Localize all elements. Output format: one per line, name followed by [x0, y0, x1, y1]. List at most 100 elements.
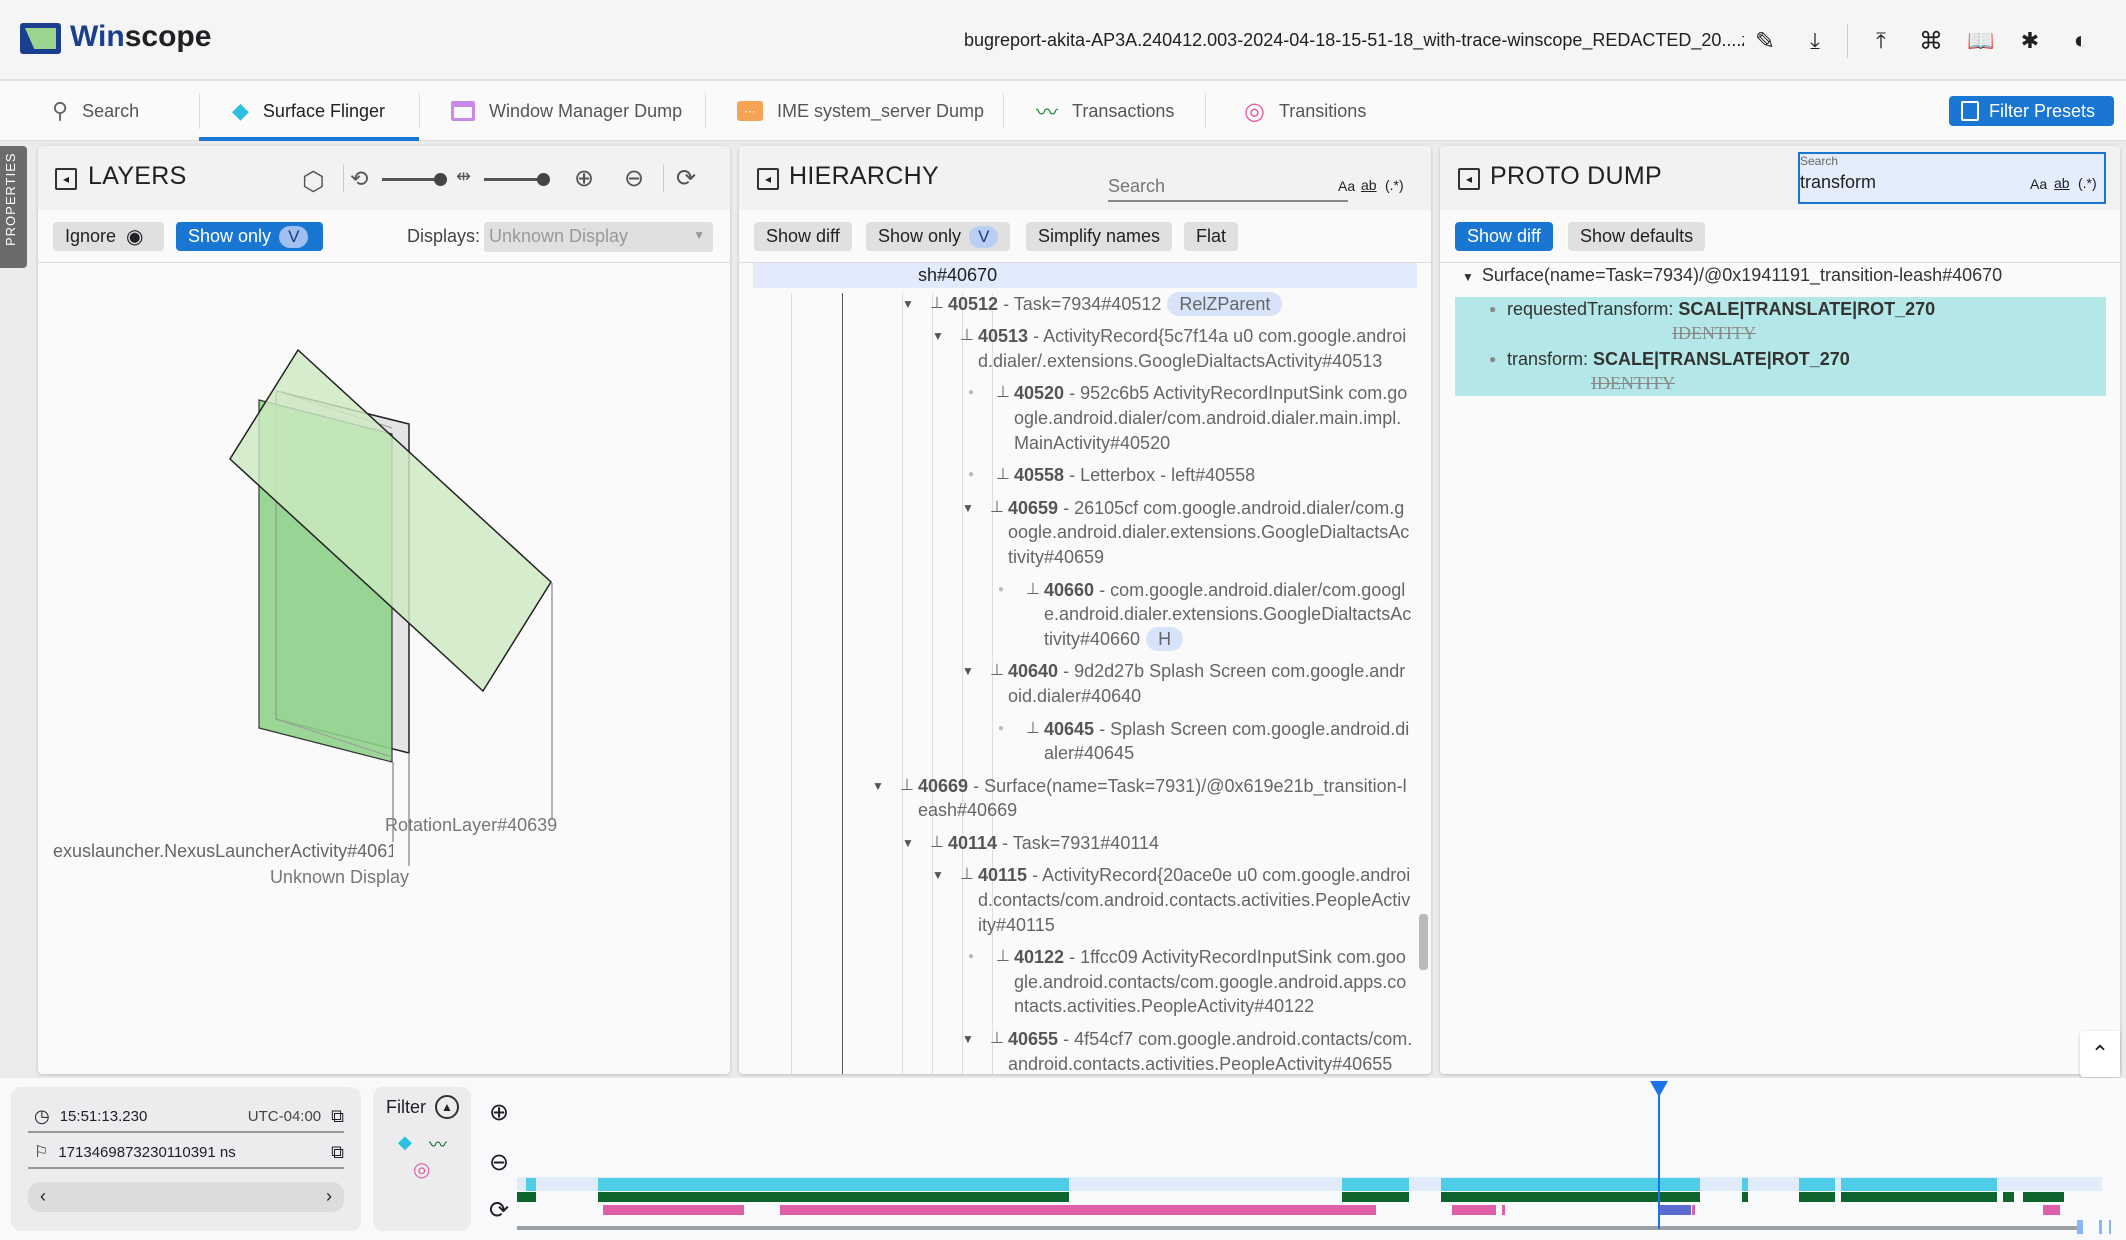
- pin-icon[interactable]: ⊥: [990, 498, 1004, 516]
- tree-node[interactable]: ● ⊥ 40660 - com.google.android.dialer/com.…: [998, 579, 1412, 651]
- properties-side-tab[interactable]: PROPERTIES: [0, 146, 27, 268]
- selected-transition-entry[interactable]: [1659, 1204, 1691, 1215]
- tab-transitions[interactable]: ◎ Transitions: [1244, 81, 1366, 141]
- scrollbar-handle[interactable]: [2099, 1220, 2102, 1234]
- transaction-entry[interactable]: [516, 1191, 536, 1203]
- display-select[interactable]: Unknown Display ▼: [484, 222, 713, 252]
- tree-node[interactable]: ● ⊥ 40558 - Letterbox - left#40558: [968, 463, 1414, 488]
- layer-label-rotation[interactable]: RotationLayer#40639: [385, 815, 558, 835]
- copy-icon[interactable]: ⧉: [331, 1141, 344, 1162]
- transaction-entry[interactable]: [1841, 1191, 1998, 1203]
- timeline-scrollbar[interactable]: [516, 1225, 2078, 1230]
- time-field[interactable]: ◷ 15:51:13.230 UTC-04:00 ⧉: [28, 1101, 344, 1133]
- command-icon[interactable]: ⌘: [1919, 27, 1943, 55]
- transition-entry[interactable]: [2043, 1204, 2060, 1215]
- tab-window-manager[interactable]: Window Manager Dump: [451, 81, 682, 141]
- show-diff-button[interactable]: Show diff: [1455, 222, 1553, 251]
- expand-arrow-icon[interactable]: ▼: [962, 1032, 974, 1047]
- tab-surface-flinger[interactable]: ◆ Surface Flinger: [232, 81, 385, 141]
- transition-entry[interactable]: [1502, 1204, 1506, 1215]
- expand-arrow-icon[interactable]: ▼: [932, 868, 944, 883]
- reset-view-icon[interactable]: ⟳: [676, 165, 697, 192]
- show-only-button[interactable]: Show only V: [866, 222, 1011, 251]
- scrollbar-handle[interactable]: [2108, 1220, 2112, 1234]
- pin-icon[interactable]: ⊥: [960, 327, 974, 345]
- whole-word-toggle[interactable]: ab: [1361, 177, 1377, 193]
- ignore-button[interactable]: Ignore ◉: [53, 222, 164, 251]
- zoom-in-icon[interactable]: ⊕: [574, 165, 595, 192]
- transaction-entry[interactable]: [1342, 1191, 1409, 1203]
- zoom-out-icon[interactable]: ⊖: [624, 165, 645, 192]
- proto-property[interactable]: ● transform: SCALE|TRANSLATE|ROT_270 IDE…: [1489, 347, 1850, 395]
- pin-icon[interactable]: ⊥: [1026, 719, 1040, 737]
- scrollbar-handle[interactable]: [2077, 1220, 2083, 1234]
- hierarchy-search-input[interactable]: [1108, 172, 1348, 202]
- pencil-icon[interactable]: ✎: [1754, 27, 1776, 55]
- tree-node[interactable]: ● ⊥ 40645 - Splash Screen com.google.andro…: [998, 718, 1410, 764]
- pin-icon[interactable]: ⊥: [996, 466, 1010, 484]
- expand-arrow-icon[interactable]: ▼: [902, 296, 914, 311]
- transaction-entry[interactable]: [2002, 1191, 2014, 1203]
- pin-icon[interactable]: ⊥: [900, 776, 914, 794]
- expand-arrow-icon[interactable]: ▼: [932, 329, 944, 344]
- rotation-slider[interactable]: [382, 178, 447, 181]
- sf-entry[interactable]: [1799, 1177, 1835, 1191]
- pin-icon[interactable]: ⊥: [996, 384, 1010, 402]
- transactions-icon[interactable]: 〰: [429, 1135, 447, 1155]
- download-icon[interactable]: ⤓: [1810, 28, 1820, 53]
- sf-entry[interactable]: [1342, 1177, 1409, 1191]
- proto-search-field[interactable]: Search transform Aa ab (.*): [1798, 152, 2106, 204]
- show-only-button[interactable]: Show only V: [176, 222, 323, 251]
- tab-search[interactable]: ⚲ Search: [52, 81, 139, 141]
- expand-arrow-icon[interactable]: ▼: [902, 835, 914, 850]
- transition-entry[interactable]: [779, 1204, 1377, 1215]
- layer-label-nexuslauncher[interactable]: exuslauncher.NexusLauncherActivity#40615: [53, 841, 393, 861]
- prev-entry-icon[interactable]: ‹: [40, 1186, 46, 1206]
- expand-arrow-icon[interactable]: ▼: [962, 664, 974, 679]
- scroll-up-button[interactable]: ⌃: [2080, 1031, 2120, 1077]
- pin-icon[interactable]: ⊥: [1026, 580, 1040, 598]
- filter-presets-button[interactable]: Filter Presets: [1949, 96, 2114, 126]
- simplify-names-button[interactable]: Simplify names: [1026, 222, 1173, 251]
- expand-arrow-icon[interactable]: ▼: [872, 778, 884, 793]
- pin-icon[interactable]: ⊥: [930, 833, 944, 851]
- timeline-tracks[interactable]: [0, 1078, 2126, 1240]
- transition-entry[interactable]: [1692, 1204, 1695, 1215]
- tree-scrollbar[interactable]: [1419, 914, 1428, 970]
- chevron-up-circle-icon[interactable]: ▲: [435, 1095, 459, 1119]
- match-case-toggle[interactable]: Aa: [2030, 176, 2048, 192]
- book-icon[interactable]: 📖: [1967, 28, 1995, 53]
- zoom-in-icon[interactable]: ⊕: [489, 1099, 510, 1126]
- tree-node[interactable]: ● ⊥ 40122 - 1ffcc09 ActivityRecordInputSin…: [968, 947, 1407, 1017]
- expand-arrow-icon[interactable]: ▼: [962, 500, 974, 515]
- sf-entry[interactable]: [1441, 1177, 1701, 1191]
- transaction-entry[interactable]: [597, 1191, 1069, 1203]
- pin-icon[interactable]: ⊥: [960, 866, 974, 884]
- collapse-panel-icon[interactable]: ◂: [1458, 168, 1480, 190]
- show-defaults-button[interactable]: Show defaults: [1568, 222, 1706, 251]
- pin-icon[interactable]: ⊥: [930, 294, 944, 312]
- tab-ime[interactable]: ⋯ IME system_server Dump: [737, 81, 984, 141]
- transaction-entry[interactable]: [1799, 1191, 1835, 1203]
- tab-transactions[interactable]: 〰 Transactions: [1036, 81, 1174, 141]
- bug-icon[interactable]: ✱: [2020, 28, 2040, 53]
- tree-node[interactable]: ▼ ⊥ 40114 - Task=7931#40114: [902, 831, 1414, 856]
- proto-property[interactable]: ● requestedTransform: SCALE|TRANSLATE|RO…: [1489, 297, 1935, 345]
- tree-node[interactable]: ▼ ⊥ 40640 - 9d2d27b Splash Screen com.goog…: [962, 661, 1406, 706]
- collapse-arrow-icon[interactable]: ▼: [1462, 270, 1474, 284]
- collapse-panel-icon[interactable]: ◂: [55, 168, 77, 190]
- tree-node[interactable]: ▼ ⊥ 40512 - Task=7934#40512 RelZParent: [902, 291, 1414, 317]
- tree-node[interactable]: ● ⊥ 40520 - 952c6b5 ActivityRecordInputSin…: [968, 383, 1408, 453]
- ns-field[interactable]: ⚐ 1713469873230110391 ns ⧉: [28, 1137, 344, 1169]
- show-diff-button[interactable]: Show diff: [754, 222, 852, 251]
- proto-root-node[interactable]: ▼ Surface(name=Task=7934)/@0x1941191_tran…: [1462, 263, 2002, 289]
- transition-entry[interactable]: [1452, 1204, 1496, 1215]
- pin-icon[interactable]: ⊥: [990, 1030, 1004, 1048]
- regex-toggle[interactable]: (.*): [2078, 175, 2097, 191]
- sf-entry[interactable]: [526, 1177, 536, 1191]
- reset-zoom-icon[interactable]: ⟳: [489, 1197, 510, 1224]
- next-entry-icon[interactable]: ›: [326, 1186, 332, 1206]
- transaction-entry[interactable]: [1742, 1191, 1748, 1203]
- match-case-toggle[interactable]: Aa: [1338, 178, 1356, 194]
- regex-toggle[interactable]: (.*): [1385, 177, 1404, 193]
